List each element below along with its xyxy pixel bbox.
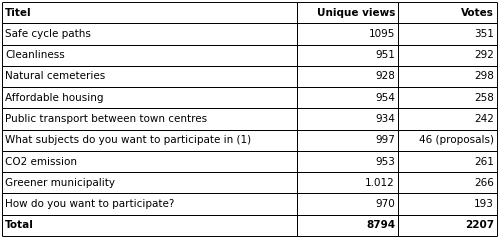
Text: What subjects do you want to participate in (1): What subjects do you want to participate…: [5, 135, 251, 145]
Bar: [296, 172, 398, 193]
Bar: [398, 87, 497, 108]
Text: 193: 193: [474, 199, 494, 209]
Text: Titel: Titel: [5, 8, 31, 18]
Bar: [296, 108, 398, 130]
Bar: [2, 23, 296, 45]
Bar: [296, 215, 398, 236]
Text: Cleanliness: Cleanliness: [5, 50, 65, 60]
Text: 8794: 8794: [366, 220, 395, 230]
Text: CO2 emission: CO2 emission: [5, 157, 77, 167]
Bar: [2, 87, 296, 108]
Bar: [2, 215, 296, 236]
Bar: [2, 193, 296, 215]
Text: 953: 953: [375, 157, 395, 167]
Text: 997: 997: [375, 135, 395, 145]
Text: 242: 242: [474, 114, 494, 124]
Text: Votes: Votes: [461, 8, 494, 18]
Bar: [2, 45, 296, 66]
Bar: [398, 193, 497, 215]
Text: 1.012: 1.012: [365, 178, 395, 188]
Text: 258: 258: [474, 93, 494, 103]
Text: Total: Total: [5, 220, 34, 230]
Text: 954: 954: [375, 93, 395, 103]
Bar: [2, 108, 296, 130]
Bar: [398, 151, 497, 172]
Text: Greener municipality: Greener municipality: [5, 178, 115, 188]
Bar: [398, 172, 497, 193]
Bar: [398, 2, 497, 23]
Text: Safe cycle paths: Safe cycle paths: [5, 29, 91, 39]
Text: 46 (proposals): 46 (proposals): [419, 135, 494, 145]
Bar: [2, 66, 296, 87]
Text: 292: 292: [474, 50, 494, 60]
Bar: [296, 66, 398, 87]
Text: 2207: 2207: [465, 220, 494, 230]
Bar: [2, 172, 296, 193]
Bar: [398, 66, 497, 87]
Text: 1095: 1095: [369, 29, 395, 39]
Bar: [398, 23, 497, 45]
Bar: [398, 108, 497, 130]
Text: Unique views: Unique views: [317, 8, 395, 18]
Bar: [296, 23, 398, 45]
Bar: [398, 215, 497, 236]
Bar: [2, 130, 296, 151]
Bar: [296, 130, 398, 151]
Bar: [296, 87, 398, 108]
Bar: [398, 45, 497, 66]
Text: How do you want to participate?: How do you want to participate?: [5, 199, 174, 209]
Bar: [2, 151, 296, 172]
Text: 928: 928: [375, 71, 395, 81]
Text: 934: 934: [375, 114, 395, 124]
Text: 266: 266: [474, 178, 494, 188]
Bar: [2, 2, 296, 23]
Bar: [296, 2, 398, 23]
Bar: [296, 193, 398, 215]
Bar: [296, 151, 398, 172]
Text: 261: 261: [474, 157, 494, 167]
Bar: [296, 45, 398, 66]
Text: Public transport between town centres: Public transport between town centres: [5, 114, 207, 124]
Text: 351: 351: [474, 29, 494, 39]
Text: 951: 951: [375, 50, 395, 60]
Text: Affordable housing: Affordable housing: [5, 93, 103, 103]
Bar: [398, 130, 497, 151]
Text: 298: 298: [474, 71, 494, 81]
Text: 970: 970: [375, 199, 395, 209]
Text: Natural cemeteries: Natural cemeteries: [5, 71, 105, 81]
